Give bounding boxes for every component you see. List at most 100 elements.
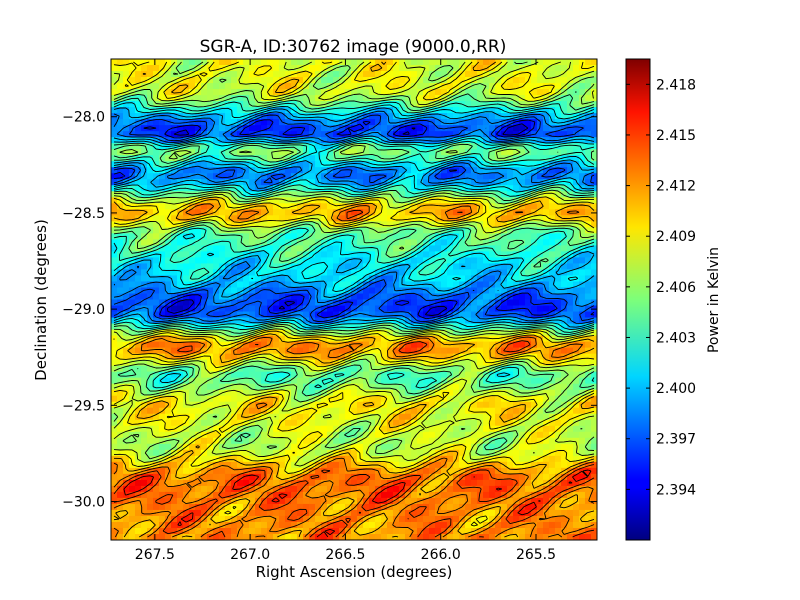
heatmap-cell xyxy=(435,413,442,421)
heatmap-cell xyxy=(363,323,370,331)
heatmap-cell xyxy=(483,173,490,180)
heatmap-cell xyxy=(351,419,358,427)
heatmap-cell xyxy=(375,59,382,66)
heatmap-cell xyxy=(525,383,532,391)
heatmap-cell xyxy=(129,167,136,174)
heatmap-cell xyxy=(525,347,532,355)
heatmap-cell xyxy=(177,113,184,120)
heatmap-cell xyxy=(159,311,166,319)
heatmap-cell xyxy=(273,317,280,325)
heatmap-cell xyxy=(411,299,418,307)
heatmap-cell xyxy=(171,179,178,186)
heatmap-cell xyxy=(453,311,460,319)
heatmap-cell xyxy=(219,143,226,150)
heatmap-cell xyxy=(309,167,316,174)
heatmap-cell xyxy=(489,293,496,301)
heatmap-cell xyxy=(333,191,340,198)
heatmap-cell xyxy=(549,113,556,120)
heatmap-cell xyxy=(393,185,400,192)
heatmap-cell xyxy=(465,161,472,168)
heatmap-cell xyxy=(525,287,532,295)
heatmap-cell xyxy=(159,71,166,78)
heatmap-cell xyxy=(249,233,256,240)
heatmap-cell xyxy=(261,335,268,343)
heatmap-cell xyxy=(255,299,262,307)
heatmap-cell xyxy=(171,251,178,259)
heatmap-cell xyxy=(591,335,597,343)
heatmap-cell xyxy=(153,353,160,361)
heatmap-cell xyxy=(393,83,400,90)
heatmap-cell xyxy=(465,305,472,313)
heatmap-cell xyxy=(255,125,262,132)
heatmap-cell xyxy=(249,251,256,259)
heatmap-cell xyxy=(255,113,262,120)
heatmap-cell xyxy=(477,89,484,96)
heatmap-cell xyxy=(369,173,376,180)
heatmap-cell xyxy=(453,113,460,120)
heatmap-cell xyxy=(177,149,184,156)
heatmap-cell xyxy=(381,239,388,246)
heatmap-cell xyxy=(411,209,418,216)
heatmap-cell xyxy=(237,245,244,252)
heatmap-cell xyxy=(447,401,454,409)
heatmap-cell xyxy=(519,233,526,240)
heatmap-cell xyxy=(267,197,274,204)
heatmap-cell xyxy=(495,329,502,337)
heatmap-cell xyxy=(495,419,502,427)
heatmap-cell xyxy=(201,329,208,337)
heatmap-cell xyxy=(393,209,400,216)
heatmap-cell xyxy=(381,281,388,289)
heatmap-cell xyxy=(219,137,226,144)
heatmap-cell xyxy=(213,167,220,174)
heatmap-cell xyxy=(261,149,268,156)
heatmap-cell xyxy=(591,197,597,204)
heatmap-cell xyxy=(495,107,502,114)
heatmap-cell xyxy=(333,335,340,343)
heatmap-cell xyxy=(171,233,178,240)
heatmap-cell xyxy=(327,281,334,289)
heatmap-cell xyxy=(573,317,580,325)
heatmap-cell xyxy=(297,317,304,325)
heatmap-cell xyxy=(261,323,268,331)
heatmap-cell xyxy=(207,341,214,349)
heatmap-cell xyxy=(543,251,550,259)
heatmap-cell xyxy=(483,335,490,343)
heatmap-cell xyxy=(237,83,244,90)
heatmap-cell xyxy=(555,203,562,210)
heatmap-cell xyxy=(111,257,118,265)
heatmap-cell xyxy=(525,143,532,150)
heatmap-cell xyxy=(585,149,592,156)
heatmap-cell xyxy=(117,329,124,337)
heatmap-cell xyxy=(447,149,454,156)
heatmap-cell xyxy=(507,281,514,289)
heatmap-cell xyxy=(591,131,597,138)
heatmap-cell xyxy=(465,203,472,210)
heatmap-cell xyxy=(429,101,436,108)
heatmap-cell xyxy=(123,269,130,277)
heatmap-cell xyxy=(441,65,448,72)
heatmap-cell xyxy=(465,311,472,319)
heatmap-cell xyxy=(225,347,232,355)
heatmap-cell xyxy=(519,311,526,319)
heatmap-cell xyxy=(573,371,580,379)
heatmap-cell xyxy=(177,77,184,84)
heatmap-cell xyxy=(447,125,454,132)
heatmap-cell xyxy=(189,419,196,427)
heatmap-cell xyxy=(471,323,478,331)
heatmap-cell xyxy=(585,71,592,78)
heatmap-cell xyxy=(357,203,364,210)
heatmap-cell xyxy=(507,317,514,325)
heatmap-cell xyxy=(141,323,148,331)
heatmap-cell xyxy=(297,179,304,186)
heatmap-cell xyxy=(243,353,250,361)
heatmap-cell xyxy=(339,257,346,265)
heatmap-cell xyxy=(123,107,130,114)
heatmap-cell xyxy=(561,161,568,168)
heatmap-cell xyxy=(303,389,310,397)
heatmap-cell xyxy=(435,305,442,313)
heatmap-cell xyxy=(297,125,304,132)
heatmap-cell xyxy=(165,245,172,252)
heatmap-cell xyxy=(243,155,250,162)
heatmap-cell xyxy=(231,125,238,132)
heatmap-cell xyxy=(213,59,220,66)
